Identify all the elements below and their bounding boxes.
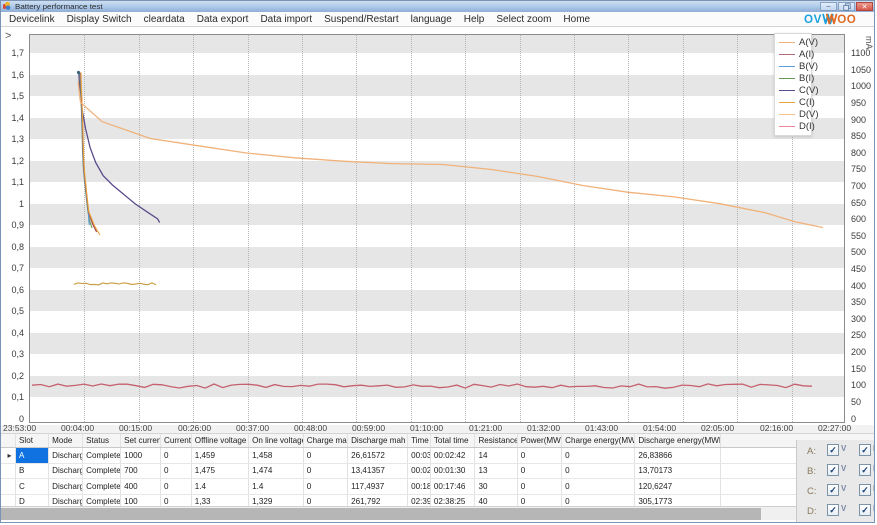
svg-text:O: O [804,13,813,26]
svg-text:V: V [814,13,822,26]
svg-text:O: O [847,13,856,26]
svg-text:O: O [837,13,846,26]
